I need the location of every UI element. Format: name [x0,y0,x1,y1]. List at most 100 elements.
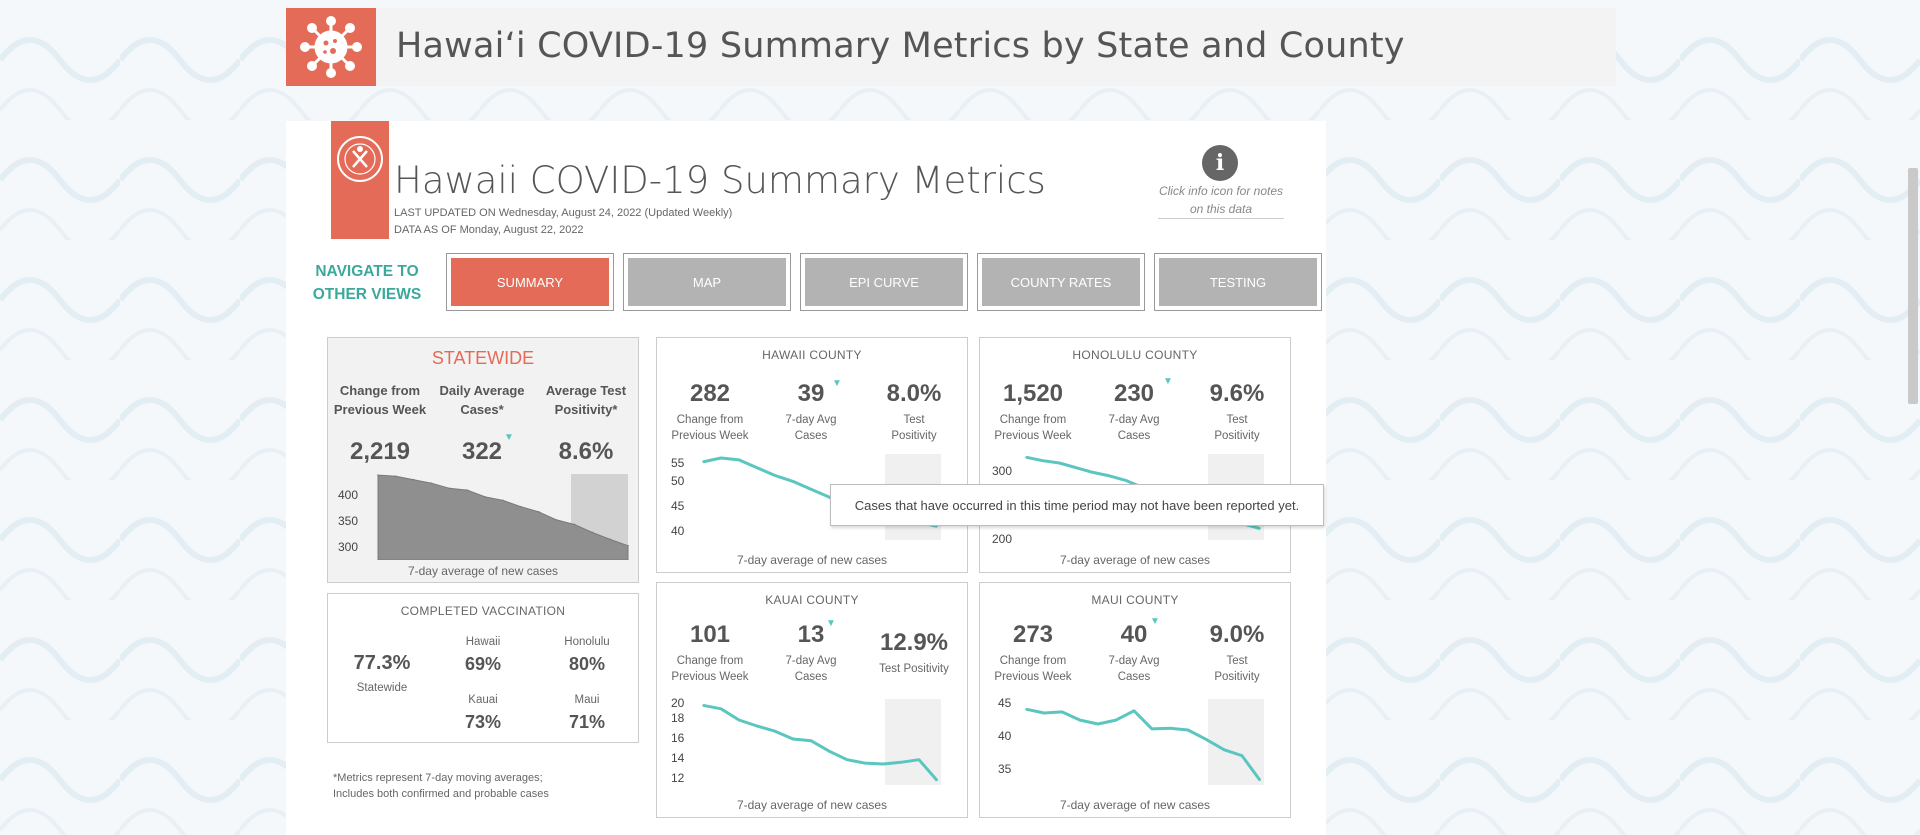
chart-point[interactable] [466,489,469,491]
chart-point[interactable] [738,459,740,461]
divider [1158,218,1284,219]
county-panel-maui: MAUI COUNTY 273 40 ▼ 9.0% Change from Pre… [979,582,1291,818]
chart-point[interactable] [1043,712,1045,714]
chart-point[interactable] [537,511,540,513]
nav-county-rates-button[interactable]: COUNTY RATES [977,253,1145,311]
chart-point[interactable] [810,739,812,742]
county-avg-label: 7-day Avg Cases [1084,412,1184,444]
chart-point[interactable] [1092,471,1094,474]
statewide-chart [377,474,629,560]
chart-point[interactable] [1075,466,1077,469]
label-line: Change from [676,655,744,667]
county-title: MAUI COUNTY [1091,593,1179,607]
statewide-change-value: 2,219 [349,438,411,465]
chart-point[interactable] [756,725,758,727]
chart-line [1025,707,1262,782]
chart-point[interactable] [828,750,830,752]
dashboard-title: Hawaii COVID-19 Summary Metrics [394,159,1046,202]
chart-point[interactable] [918,758,920,761]
nav-map-label: MAP [628,258,786,306]
chart-point[interactable] [1108,475,1111,477]
chart-point[interactable] [377,474,379,476]
chart-point[interactable] [1097,723,1099,725]
chart-point[interactable] [520,505,522,508]
chart-point[interactable] [484,496,486,498]
chart-point[interactable] [774,730,776,733]
chart-point[interactable] [448,487,451,490]
label-line: 7-day Avg [1108,655,1160,667]
chart-point[interactable] [738,719,740,721]
page-header: Hawaiʻi COVID-19 Summary Metrics by Stat… [286,8,1616,86]
chart-point[interactable] [1041,459,1044,462]
chart-point[interactable] [1115,719,1117,721]
county-pos-value: 8.0% [886,380,942,407]
label-line: Test Positivity [879,663,949,675]
chart-point[interactable] [1259,779,1261,782]
chart-point[interactable] [1151,728,1153,730]
statewide-avg-header-l1: Daily Average [439,383,525,398]
footnote-line1: *Metrics represent 7-day moving averages… [333,772,543,784]
chart-point[interactable] [1058,462,1061,464]
info-icon[interactable]: i [1202,145,1238,181]
nav-testing-button[interactable]: TESTING [1154,253,1322,311]
county-chart-kauai [702,699,941,785]
vaccination-county-name: Honolulu [564,636,610,648]
chart-point[interactable] [1061,711,1063,713]
chart-point[interactable] [936,779,938,782]
state-seal-icon [337,136,383,182]
nav-map-button[interactable]: MAP [623,253,791,311]
label-line: Cases [1117,430,1151,442]
scrollbar[interactable] [1906,0,1920,835]
label-line: Previous Week [671,671,749,683]
chart-point[interactable] [1169,727,1171,730]
chart-point[interactable] [502,499,504,502]
county-avg-label: 7-day Avg Cases [761,653,861,685]
chart-point[interactable] [1025,456,1027,458]
chart-point[interactable] [828,496,830,498]
chart-point[interactable] [573,523,576,526]
chart-point[interactable] [1079,719,1081,721]
chart-point[interactable] [1125,479,1128,482]
county-avg-value: 39 [797,380,825,407]
chart-point[interactable] [1259,527,1261,530]
vaccination-panel: COMPLETED VACCINATION 77.3% Statewide Ha… [327,593,639,743]
county-pos-label: Test Positivity [1184,653,1290,685]
vaccination-county-name: Hawaii [465,636,501,648]
chart-point[interactable] [430,482,433,484]
chart-point[interactable] [720,707,722,710]
nav-summary-button[interactable]: SUMMARY [446,253,614,311]
label-line: Cases [1117,671,1151,683]
statewide-pos-value: 8.6% [558,438,614,465]
chart-point[interactable] [720,457,722,459]
chart-point[interactable] [591,531,594,534]
chart-point[interactable] [395,475,397,478]
county-change-value: 282 [689,380,731,407]
county-avg-value: 230 [1113,380,1155,407]
chart-point[interactable] [702,461,704,463]
chart-point[interactable] [774,474,776,477]
chart-point[interactable] [792,738,794,740]
chart-point[interactable] [412,478,415,481]
scrollbar-thumb[interactable] [1908,168,1918,404]
chart-point[interactable] [900,761,902,764]
chart-point[interactable] [1025,708,1027,710]
chart-point[interactable] [609,538,611,541]
chart-point[interactable] [882,763,884,765]
chart-point[interactable] [1205,738,1207,741]
chart-point[interactable] [846,758,848,761]
chart-point[interactable] [810,488,812,490]
chart-point[interactable] [1133,710,1135,712]
chart-point[interactable] [864,762,866,764]
chart-point[interactable] [555,519,558,521]
chart-point[interactable] [792,480,794,483]
vaccination-county-name: Maui [574,694,600,706]
chart-point[interactable] [627,544,629,547]
chart-point[interactable] [756,466,758,469]
chart-point[interactable] [1241,754,1243,757]
chart-point[interactable] [1223,748,1225,751]
nav-label-line1: NAVIGATE TO [315,263,419,280]
statewide-change-header-l1: Change from [339,383,421,398]
chart-point[interactable] [1187,729,1189,731]
chart-point[interactable] [702,704,704,707]
nav-epi-curve-button[interactable]: EPI CURVE [800,253,968,311]
